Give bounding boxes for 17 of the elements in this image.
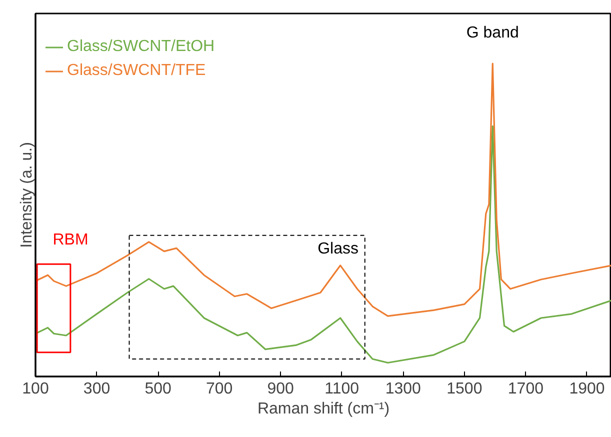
x-tick-label: 1500 xyxy=(446,380,482,398)
annotation: G band xyxy=(466,24,519,42)
x-tick-label: 1100 xyxy=(324,380,360,398)
annotation: Glass xyxy=(318,240,359,258)
x-tick-label: 1900 xyxy=(569,380,605,398)
x-axis-title: Raman shift (cm⁻¹) xyxy=(257,400,390,418)
x-tick-label: 1700 xyxy=(508,380,544,398)
x-tick-label: 900 xyxy=(267,380,294,398)
x-tick-label: 300 xyxy=(83,380,110,398)
x-tick-label: 500 xyxy=(144,380,172,398)
legend-label: Glass/SWCNT/TFE xyxy=(67,62,206,80)
x-tick-label: 700 xyxy=(206,380,233,398)
annotation: RBM xyxy=(52,232,88,248)
y-axis-title: Intensity (a. u.) xyxy=(18,142,36,248)
x-tick-label: 1300 xyxy=(385,380,422,398)
x-tick-label: 100 xyxy=(22,380,49,398)
legend-label: Glass/SWCNT/EtOH xyxy=(67,38,215,56)
